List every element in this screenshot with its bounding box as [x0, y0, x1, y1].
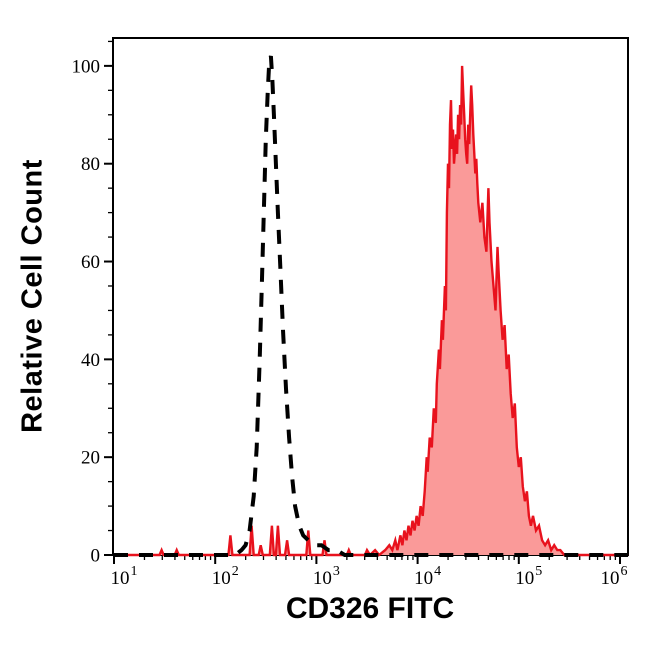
y-tick-label: 0: [91, 546, 101, 567]
x-axis-title: CD326 FITC: [285, 592, 455, 625]
control-histogram-dashed-curve: [114, 55, 629, 557]
y-tick-label: 60: [81, 252, 100, 273]
y-tick-label: 20: [81, 448, 100, 469]
x-tick-label: 104: [414, 564, 441, 589]
stained-histogram-fill: [114, 65, 629, 556]
x-tick-label: 105: [515, 564, 542, 589]
x-tick-label: 103: [313, 564, 340, 589]
y-tick-label: 40: [81, 350, 100, 371]
x-tick-label: 106: [601, 564, 628, 589]
x-tick-label: 102: [212, 564, 239, 589]
y-tick-label: 80: [81, 154, 100, 175]
x-tick-label: 101: [111, 564, 138, 589]
plot-frame: [112, 37, 629, 556]
stained-histogram-outline: [114, 65, 629, 557]
y-axis-title: Relative Cell Count: [16, 159, 49, 433]
y-tick-label: 100: [72, 56, 101, 77]
